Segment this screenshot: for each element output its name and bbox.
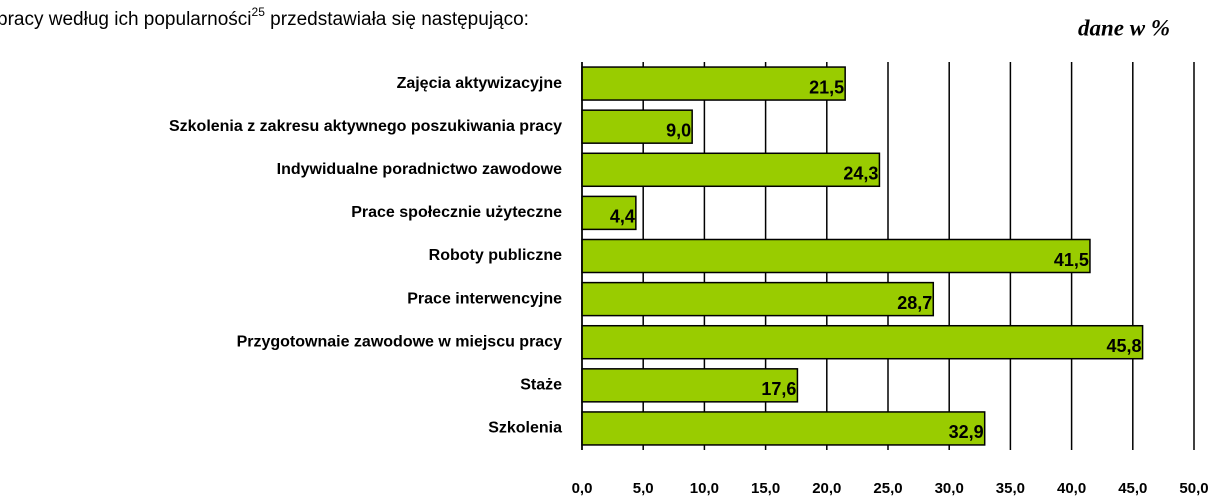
x-tick-label: 20,0 — [812, 480, 841, 496]
bar — [581, 152, 881, 188]
category-label: Staże — [520, 377, 562, 394]
category-label: Indywidualne poradnictwo zawodowe — [277, 161, 562, 178]
bar — [581, 195, 637, 231]
x-tick-label: 0,0 — [572, 480, 593, 496]
x-tick-label: 10,0 — [690, 480, 719, 496]
value-label: 17,6 — [761, 379, 796, 399]
value-label: 21,5 — [809, 77, 844, 97]
bar — [581, 411, 986, 446]
x-tick-label: 35,0 — [996, 480, 1025, 496]
category-label: Prace społecznie użyteczne — [351, 204, 562, 221]
category-label: Prace interwencyjne — [407, 290, 562, 307]
bar — [581, 238, 1091, 274]
x-tick-label: 30,0 — [935, 480, 964, 496]
value-label: 9,0 — [666, 120, 691, 140]
category-label: Zajęcia aktywizacyjne — [397, 75, 563, 92]
bar — [581, 109, 693, 144]
category-label: Szkolenia — [488, 420, 562, 437]
bar — [581, 281, 935, 317]
category-label: Roboty publiczne — [429, 247, 562, 264]
x-tick-label: 5,0 — [633, 480, 654, 496]
intro-after: przedstawiała się następująco: — [265, 9, 529, 30]
category-label: Przygotownaie zawodowe w miejscu pracy — [237, 333, 563, 350]
x-tick-label: 50,0 — [1179, 480, 1208, 496]
value-label: 28,7 — [897, 293, 932, 313]
x-tick-label: 15,0 — [751, 480, 780, 496]
value-label: 45,8 — [1107, 336, 1142, 356]
bar — [581, 66, 846, 101]
unit-label: dane w % — [1078, 15, 1170, 40]
category-label: Szkolenia z zakresu aktywnego poszukiwan… — [169, 118, 562, 135]
footnote-ref: 25 — [252, 5, 266, 19]
intro-text: pracy według ich popularności25 przedsta… — [0, 5, 529, 30]
x-tick-label: 45,0 — [1118, 480, 1147, 496]
intro-before: pracy według ich popularności — [0, 9, 252, 30]
value-label: 4,4 — [610, 207, 635, 227]
value-label: 32,9 — [949, 422, 984, 442]
value-label: 41,5 — [1054, 250, 1089, 270]
value-label: 24,3 — [843, 164, 878, 184]
x-tick-label: 40,0 — [1057, 480, 1086, 496]
bar — [581, 324, 1144, 360]
x-tick-label: 25,0 — [873, 480, 902, 496]
